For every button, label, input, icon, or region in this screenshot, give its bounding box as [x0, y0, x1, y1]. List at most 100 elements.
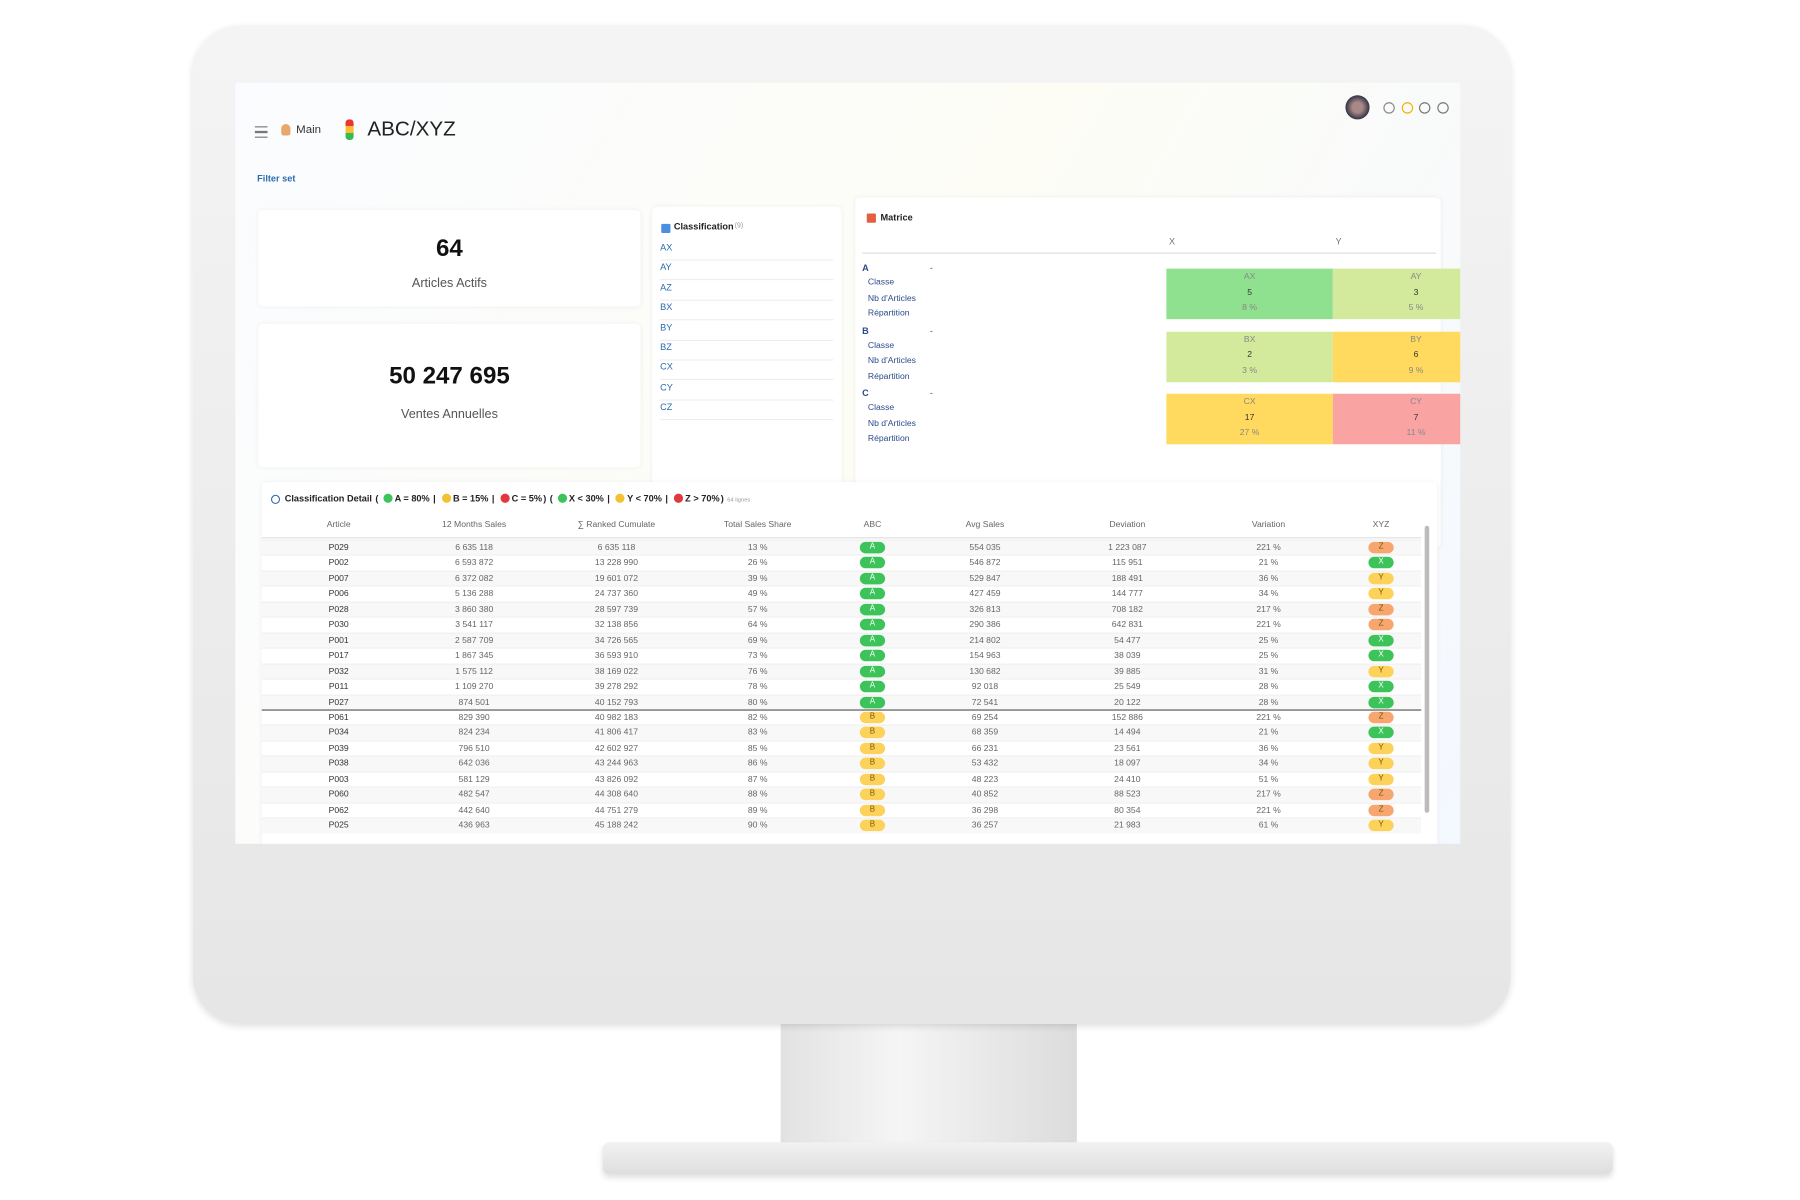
- row-line: [261, 678, 1422, 695]
- legend-dot: [441, 493, 451, 503]
- cell: 1 223 087: [1108, 541, 1147, 553]
- classification-item[interactable]: AZ: [660, 282, 834, 301]
- matrix-cell[interactable]: AX 5 8 %: [1166, 268, 1333, 320]
- cell: P029: [328, 541, 349, 553]
- row-line: [261, 724, 1422, 741]
- row-label: Classe: [867, 339, 895, 350]
- cell: 92 018: [971, 680, 999, 692]
- column-header[interactable]: Deviation: [1109, 518, 1146, 530]
- row-line: [261, 570, 1422, 587]
- cell: 3 541 117: [455, 619, 493, 630]
- badge: B: [859, 742, 886, 755]
- column-header[interactable]: XYZ: [1372, 518, 1390, 530]
- cell: 36 257: [971, 819, 999, 831]
- row-line: [261, 802, 1422, 819]
- cell: 36 593 910: [594, 649, 639, 661]
- cell: 51 %: [1258, 773, 1279, 784]
- group-name: A: [862, 262, 869, 274]
- classification-item[interactable]: BY: [660, 322, 834, 341]
- row-label: Nb d'Articles: [867, 354, 916, 366]
- cell-share: 8 %: [1242, 302, 1258, 313]
- cell-classe: AY: [1410, 270, 1422, 282]
- paren-open: (: [549, 493, 553, 504]
- divider: [862, 252, 1437, 254]
- cell: 80 354: [1114, 804, 1141, 815]
- paren-close: ): [543, 493, 547, 504]
- row-label: Répartition: [867, 370, 910, 381]
- avatar[interactable]: [1345, 95, 1370, 120]
- breadcrumb[interactable]: Main: [296, 123, 322, 137]
- cell: 5 136 288: [454, 588, 494, 599]
- cell: 89 %: [747, 804, 768, 815]
- cell: 221 %: [1256, 619, 1281, 630]
- cell: 36 %: [1258, 572, 1279, 584]
- column-header[interactable]: Avg Sales: [965, 518, 1005, 530]
- cell-count: 2: [1247, 349, 1252, 360]
- row-label: Répartition: [867, 433, 910, 444]
- column-header[interactable]: Total Sales Share: [723, 518, 792, 530]
- badge: B: [859, 711, 886, 724]
- cell: 326 813: [969, 603, 1001, 614]
- toolbar-icon[interactable]: [1401, 102, 1414, 114]
- badge: A: [859, 680, 886, 693]
- toolbar-icon[interactable]: [1437, 102, 1449, 114]
- matrix-cell[interactable]: BY 6 9 %: [1332, 331, 1461, 382]
- badge: A: [859, 557, 886, 569]
- toolbar-icon[interactable]: [1418, 102, 1431, 114]
- group-collapse[interactable]: -: [929, 325, 933, 336]
- cell-count: 5: [1247, 286, 1252, 297]
- badge: X: [1368, 680, 1394, 693]
- cell: P038: [328, 758, 349, 769]
- row-label: Nb d'Articles: [867, 417, 916, 428]
- classification-item[interactable]: BX: [660, 302, 834, 321]
- badge: X: [1368, 696, 1394, 708]
- classification-title: Classification: [673, 221, 734, 232]
- cell: P025: [328, 819, 349, 831]
- cell: P039: [328, 742, 349, 753]
- matrix-cell[interactable]: CY 7 11 %: [1332, 393, 1461, 445]
- matrix-cell[interactable]: AY 3 5 %: [1332, 268, 1461, 320]
- group-collapse[interactable]: -: [929, 262, 933, 274]
- cell: 66 231: [971, 742, 999, 753]
- badge: A: [859, 634, 886, 646]
- classification-item[interactable]: CX: [660, 362, 834, 381]
- cell: P030: [328, 619, 349, 630]
- cell: 217 %: [1256, 603, 1281, 614]
- toolbar-icon[interactable]: [1383, 102, 1395, 114]
- classification-item[interactable]: AY: [660, 262, 834, 281]
- cell: 829 390: [458, 711, 490, 723]
- icon: [270, 494, 281, 504]
- row-line: [261, 755, 1422, 772]
- column-header[interactable]: ∑ Ranked Cumulate: [577, 518, 656, 530]
- cell: 39 %: [747, 572, 768, 584]
- cell: 83 %: [747, 727, 768, 738]
- row-line: [261, 601, 1422, 618]
- cell: 69 %: [747, 634, 768, 645]
- column-header[interactable]: ABC: [863, 518, 882, 530]
- cell: 290 386: [969, 619, 1001, 630]
- cell: 57 %: [747, 603, 768, 614]
- menu-icon[interactable]: [254, 126, 268, 138]
- badge: Z: [1368, 804, 1394, 816]
- classification-item[interactable]: BZ: [660, 342, 834, 361]
- column-header[interactable]: Article: [326, 518, 351, 530]
- classification-item[interactable]: CZ: [660, 402, 834, 421]
- matrix-cell[interactable]: CX 17 27 %: [1166, 393, 1333, 445]
- cell: 34 %: [1258, 588, 1279, 599]
- cell: 708 182: [1111, 603, 1143, 614]
- column-header[interactable]: Variation: [1251, 518, 1286, 530]
- cell: 61 %: [1258, 819, 1279, 831]
- classification-item[interactable]: AX: [660, 242, 834, 261]
- matrix-column: Y: [1335, 236, 1342, 247]
- column-header[interactable]: 12 Months Sales: [442, 518, 507, 530]
- scrollbar[interactable]: [1424, 525, 1430, 813]
- group-collapse[interactable]: -: [929, 388, 933, 399]
- cell: P006: [328, 588, 349, 599]
- cell-count: 6: [1413, 349, 1419, 360]
- cell: 64 %: [747, 619, 768, 630]
- badge: Y: [1368, 588, 1394, 600]
- classification-item[interactable]: CY: [660, 382, 834, 401]
- filter-set[interactable]: Filter set: [257, 173, 296, 184]
- matrix-cell[interactable]: BX 2 3 %: [1166, 331, 1333, 382]
- badge: Y: [1368, 758, 1394, 770]
